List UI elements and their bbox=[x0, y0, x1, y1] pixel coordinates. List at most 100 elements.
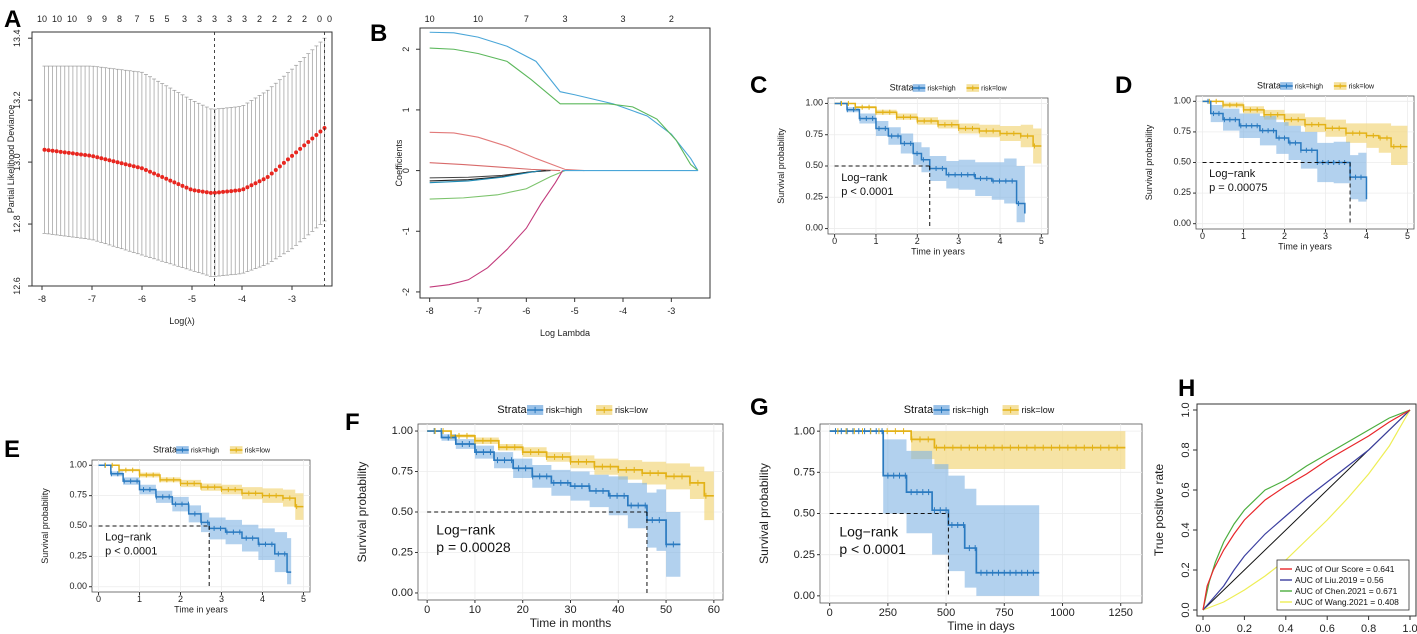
tick-label-x: 0.0 bbox=[1195, 623, 1210, 634]
tick-label-x: -6 bbox=[138, 294, 146, 304]
tick-label-x: -3 bbox=[288, 294, 296, 304]
top-count-label: 10 bbox=[473, 14, 483, 24]
legend-label-risk-low: risk=low bbox=[1021, 405, 1054, 415]
tick-label-y: 0.50 bbox=[69, 520, 87, 530]
tick-label-y: -1 bbox=[401, 227, 411, 235]
tick-label-y: 1 bbox=[401, 107, 411, 112]
coefficient-path bbox=[429, 131, 585, 172]
tick-label-x: 1 bbox=[873, 236, 878, 246]
legend: Strata risk=high risk=low bbox=[153, 444, 271, 454]
deviance-point bbox=[318, 129, 323, 134]
tick-label-x: 0 bbox=[827, 607, 833, 619]
plot-area bbox=[31, 31, 333, 287]
deviance-point bbox=[180, 183, 185, 188]
coefficient-path bbox=[429, 31, 699, 171]
legend-label-risk-high: risk=high bbox=[927, 85, 955, 92]
top-count-label: 9 bbox=[102, 14, 107, 24]
deviance-point bbox=[225, 189, 230, 194]
tick-label-x: -3 bbox=[667, 306, 675, 316]
legend: Strata risk=high risk=low bbox=[1257, 80, 1375, 90]
tick-label-x: 250 bbox=[879, 607, 897, 619]
top-count-label: 10 bbox=[425, 14, 435, 24]
km-plot-d: 0.00 0.25 0.50 0.75 1.00 0 1 2 3 4 5 Time in years S… bbox=[1144, 80, 1415, 252]
ci-band-risk-high bbox=[1202, 101, 1367, 222]
tick-label-x: 0 bbox=[1200, 231, 1205, 241]
tick-label-y: 0.75 bbox=[392, 466, 413, 478]
logrank-label: Log−rank bbox=[839, 524, 899, 540]
deviance-point bbox=[168, 178, 173, 183]
deviance-point bbox=[156, 173, 161, 178]
tick-label-y: 1.00 bbox=[1173, 95, 1191, 105]
deviance-point bbox=[196, 189, 201, 194]
tick-label-y: 0.6 bbox=[1180, 482, 1192, 497]
deviance-point bbox=[119, 161, 124, 166]
deviance-point bbox=[257, 179, 262, 184]
coefficient-path bbox=[429, 162, 561, 172]
x-axis-title: Time in years bbox=[911, 247, 965, 257]
tick-label-x: 3 bbox=[1323, 231, 1328, 241]
legend-label-risk-low: risk=low bbox=[245, 447, 271, 454]
deviance-point bbox=[58, 149, 63, 154]
tick-label-y: 0.75 bbox=[805, 129, 823, 139]
deviance-point bbox=[306, 139, 311, 144]
lasso-coefficient-plot: -2 -1 0 1 2 -8 -7 -6 -5 -4 -3 10 10 7 3 3 2 Log Lambda Coe… bbox=[394, 14, 711, 338]
tick-label-y: 0.2 bbox=[1180, 562, 1192, 577]
tick-label-y: 0.00 bbox=[1173, 218, 1191, 228]
tick-label-y: 0.25 bbox=[392, 547, 413, 559]
plot-area bbox=[419, 27, 711, 299]
tick-label-y: 0.25 bbox=[69, 550, 87, 560]
roc-plot: 0.0 0.2 0.4 0.6 0.8 1.0 0.0 0.2 0.4 0.6 0.8 1.0 True… bbox=[1152, 402, 1417, 634]
tick-label-y: 0.00 bbox=[69, 581, 87, 591]
top-count-label: 7 bbox=[524, 14, 529, 24]
deviance-point bbox=[160, 175, 165, 180]
deviance-point bbox=[229, 189, 234, 194]
y-axis-title: Coefficients bbox=[394, 139, 404, 186]
deviance-point bbox=[281, 160, 286, 165]
deviance-point bbox=[70, 151, 75, 156]
panel-label-b: B bbox=[370, 20, 387, 47]
tick-label-x: 0.2 bbox=[1237, 623, 1252, 634]
deviance-point bbox=[249, 183, 254, 188]
deviance-point bbox=[139, 166, 144, 171]
km-curve-risk-high bbox=[427, 430, 681, 546]
legend-title: Strata bbox=[153, 444, 177, 454]
panel-label-h: H bbox=[1178, 375, 1195, 402]
tick-label-y: 1.00 bbox=[392, 425, 413, 437]
top-count-label: 10 bbox=[67, 14, 77, 24]
deviance-point bbox=[99, 156, 104, 161]
tick-label-y: 0.25 bbox=[1173, 187, 1191, 197]
tick-label-x: 50 bbox=[660, 604, 672, 616]
tick-label-x: -4 bbox=[238, 294, 246, 304]
tick-label-x: -5 bbox=[571, 306, 579, 316]
tick-label-x: 5 bbox=[301, 594, 306, 604]
tick-label-x: -8 bbox=[38, 294, 46, 304]
tick-label-y: 1.00 bbox=[794, 425, 815, 437]
deviance-point bbox=[245, 185, 250, 190]
tick-label-x: 0 bbox=[96, 594, 101, 604]
tick-label-y: 1.00 bbox=[69, 459, 87, 469]
tick-label-y: 0.75 bbox=[794, 466, 815, 478]
panel-label-d: D bbox=[1115, 72, 1132, 99]
deviance-point bbox=[127, 163, 132, 168]
y-axis-title: Survival probability bbox=[1144, 124, 1154, 200]
tick-label-y: 0.25 bbox=[794, 549, 815, 561]
roc-curve bbox=[1202, 409, 1411, 611]
km-curve-risk-high bbox=[98, 464, 292, 573]
tick-label-y: 0.25 bbox=[805, 191, 823, 201]
ci-band-risk-high bbox=[427, 431, 681, 577]
tick-label-x: 4 bbox=[260, 594, 265, 604]
tick-label-x: 3 bbox=[219, 594, 224, 604]
deviance-point bbox=[233, 188, 238, 193]
deviance-point bbox=[290, 153, 295, 158]
x-axis-title: Time in years bbox=[1278, 242, 1332, 252]
deviance-point bbox=[208, 190, 213, 195]
roc-curve bbox=[1202, 409, 1411, 611]
deviance-point bbox=[62, 150, 67, 155]
p-value: p < 0.0001 bbox=[839, 541, 906, 557]
y-axis-title: Survival probability bbox=[40, 488, 50, 564]
top-count-label: 3 bbox=[197, 14, 202, 24]
tick-label-x: 1.0 bbox=[1402, 623, 1417, 634]
y-axis-title: Survival probability bbox=[776, 128, 786, 204]
y-axis-title: Survival probability bbox=[355, 462, 369, 563]
tick-label-x: 0 bbox=[424, 604, 430, 616]
